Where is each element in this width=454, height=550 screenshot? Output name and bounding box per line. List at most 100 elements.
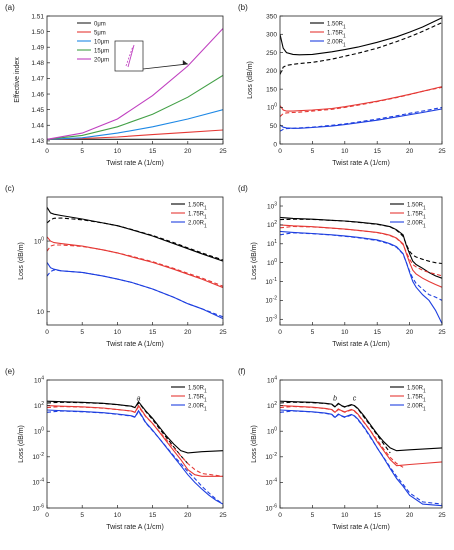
y-tick-label: 104 — [267, 375, 277, 384]
legend-entry: 1.50R1 — [407, 202, 426, 211]
series-line-1-4 — [280, 108, 442, 129]
plot-frame — [279, 196, 443, 326]
panel-label: (a) — [5, 3, 15, 12]
inset-box — [114, 40, 144, 72]
series-line-2-1 — [47, 217, 223, 261]
series-line-0-3 — [47, 74, 223, 140]
legend-entry: 1.50R1 — [407, 385, 426, 394]
legend-entry: 5μm — [94, 30, 106, 36]
panel-f: 0 5 10 15 20 25 10-6 10-4 10-2 100 102 104 Twist rat… — [238, 367, 446, 531]
y-tick-label: 1.51 — [31, 13, 44, 20]
x-tick-label: 20 — [406, 148, 414, 155]
plot-frame — [279, 379, 443, 509]
series-line-3-4 — [280, 230, 442, 324]
x-tick-label: 5 — [311, 329, 315, 336]
y-tick-label: 150 — [266, 86, 277, 93]
inset-arrow-head — [182, 59, 188, 65]
y-tick-label: 104 — [34, 375, 44, 384]
legend-entry: 1.50R1 — [188, 202, 207, 211]
legend-entry: 1.75R1 — [327, 30, 346, 39]
series-line-4-3 — [47, 405, 223, 477]
series-line-0-1 — [47, 129, 223, 140]
x-tick-label: 10 — [114, 148, 122, 155]
y-tick-label: 10-2 — [265, 296, 277, 305]
plot-frame — [46, 15, 224, 145]
y-axis-label: Loss (dB/m) — [18, 425, 25, 463]
series-line-1-2 — [280, 86, 442, 112]
legend-entry: 20μm — [94, 57, 109, 63]
series-line-3-5 — [280, 232, 442, 301]
y-tick-label: 101 — [267, 239, 277, 248]
series-line-0-4 — [47, 28, 223, 140]
legend-entry: 1.75R1 — [188, 394, 207, 403]
x-tick-label: 10 — [341, 148, 349, 155]
x-tick-label: 0 — [278, 148, 282, 155]
inset-curve-dashed — [125, 45, 134, 67]
y-tick-label: 0 — [273, 141, 277, 148]
peak-annotation: c — [353, 396, 357, 403]
x-tick-label: 20 — [406, 512, 414, 519]
plot-frame — [46, 379, 224, 509]
y-axis-label: Loss (dB/m) — [251, 242, 258, 280]
x-tick-label: 5 — [80, 512, 84, 519]
x-tick-label: 0 — [45, 329, 49, 336]
series-line-4-1 — [47, 401, 189, 464]
y-tick-label: 102 — [267, 401, 277, 410]
y-tick-label: 10-2 — [265, 452, 277, 461]
x-axis-label: Twist rate A (1/cm) — [332, 524, 390, 531]
x-tick-label: 10 — [114, 512, 122, 519]
y-axis-label: Loss (dB/m) — [247, 61, 254, 99]
panel-label: (c) — [5, 184, 15, 193]
y-tick-label: 1.47 — [31, 76, 44, 83]
x-tick-label: 15 — [374, 329, 382, 336]
y-axis-label: Effective index — [14, 57, 21, 103]
x-axis-label: Twist rate A (1/cm) — [332, 160, 390, 167]
series-line-1-5 — [280, 106, 442, 132]
x-tick-label: 15 — [374, 512, 382, 519]
x-tick-label: 10 — [114, 329, 122, 336]
x-tick-label: 15 — [149, 329, 157, 336]
x-tick-label: 5 — [311, 512, 315, 519]
y-tick-label: 1.50 — [31, 29, 44, 36]
legend-entry: 2.00R1 — [327, 39, 346, 48]
series-line-1-0 — [280, 17, 442, 56]
series-line-0-2 — [47, 109, 223, 140]
y-tick-label: 10-2 — [32, 452, 44, 461]
series-line-3-3 — [280, 225, 442, 277]
x-tick-label: 15 — [149, 512, 157, 519]
y-tick-label: 102 — [267, 220, 277, 229]
peak-annotation: a — [137, 396, 141, 403]
x-tick-label: 25 — [438, 329, 446, 336]
panel-c: 0 5 10 15 20 25 10 100 Twist rate A (1/cm) Loss (… — [5, 184, 227, 348]
panel-e: 0 5 10 15 20 25 10-6 10-4 10-2 100 102 104 Twist rat… — [5, 367, 227, 531]
series-line-5-3 — [280, 405, 404, 468]
x-tick-label: 25 — [219, 329, 227, 336]
y-tick-label: 350 — [266, 13, 277, 20]
x-tick-label: 20 — [184, 329, 192, 336]
plot-frame — [279, 15, 443, 145]
x-tick-label: 5 — [311, 148, 315, 155]
x-tick-label: 20 — [406, 329, 414, 336]
y-tick-label: 100 — [34, 427, 44, 436]
series-line-3-1 — [280, 218, 442, 265]
series-line-2-5 — [47, 269, 223, 318]
panel-label: (b) — [238, 3, 248, 12]
legend-entry: 1.75R1 — [407, 394, 426, 403]
x-tick-label: 25 — [219, 148, 227, 155]
legend-entry: 2.00R1 — [188, 403, 207, 412]
y-tick-label: 100 — [267, 258, 277, 267]
inset-curve — [127, 44, 135, 68]
x-tick-label: 25 — [438, 512, 446, 519]
series-line-1-1 — [280, 22, 442, 75]
y-axis-label: Loss (dB/m) — [18, 242, 25, 280]
series-line-4-4 — [47, 409, 223, 505]
y-tick-label: 1.43 — [31, 138, 44, 145]
series-line-2-3 — [47, 244, 223, 287]
y-tick-label: 10-6 — [265, 503, 277, 512]
x-axis-label: Twist rate A (1/cm) — [106, 160, 164, 167]
legend-entry: 2.00R1 — [188, 220, 207, 229]
legend-entry: 1.75R1 — [188, 211, 207, 220]
series-line-4-5 — [47, 410, 223, 505]
